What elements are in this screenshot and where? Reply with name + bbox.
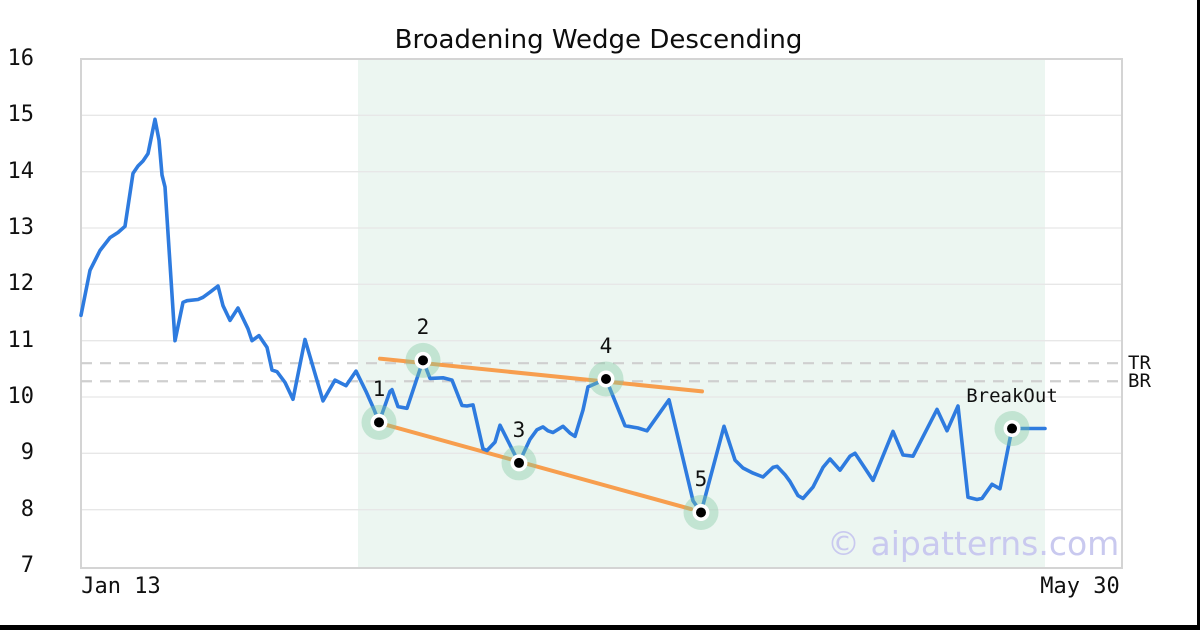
marker-dot bbox=[1007, 423, 1017, 434]
y-tick-label: 15 bbox=[7, 102, 35, 128]
trendline-upper-resistance bbox=[378, 356, 704, 394]
y-tick-label: 14 bbox=[7, 158, 35, 184]
y-tick-label: 16 bbox=[7, 46, 35, 71]
point-label-3: 3 bbox=[512, 417, 526, 442]
y-tick-label: 13 bbox=[7, 215, 35, 240]
x-tick-label: Jan 13 bbox=[81, 574, 161, 599]
marker-dot bbox=[514, 457, 524, 468]
marker-dot bbox=[601, 373, 611, 384]
watermark: © aipatterns.com bbox=[827, 524, 1120, 563]
point-label-breakout: BreakOut bbox=[966, 384, 1058, 407]
y-tick-label: 9 bbox=[20, 440, 34, 466]
price-line bbox=[79, 117, 1047, 515]
point-label-4: 4 bbox=[599, 333, 613, 358]
point-label-5: 5 bbox=[694, 467, 708, 492]
marker-dot bbox=[696, 507, 706, 518]
chart-title: Broadening Wedge Descending bbox=[394, 25, 803, 55]
point-label-1: 1 bbox=[372, 377, 386, 402]
point-label-2: 2 bbox=[416, 315, 430, 340]
y-tick-label: 7 bbox=[20, 553, 34, 578]
pattern-zone bbox=[358, 59, 1045, 568]
y-tick-label: 12 bbox=[7, 271, 35, 297]
level-label-tr: TR bbox=[1128, 351, 1151, 374]
y-tick-label: 11 bbox=[7, 327, 35, 353]
y-tick-label: 8 bbox=[20, 496, 34, 522]
trendline-lower-support bbox=[377, 420, 693, 512]
y-tick-label: 10 bbox=[7, 384, 35, 409]
x-tick-label: May 30 bbox=[1040, 574, 1120, 599]
marker-dot bbox=[374, 417, 384, 428]
marker-dot bbox=[418, 355, 428, 366]
level-label-br: BR bbox=[1128, 369, 1151, 392]
